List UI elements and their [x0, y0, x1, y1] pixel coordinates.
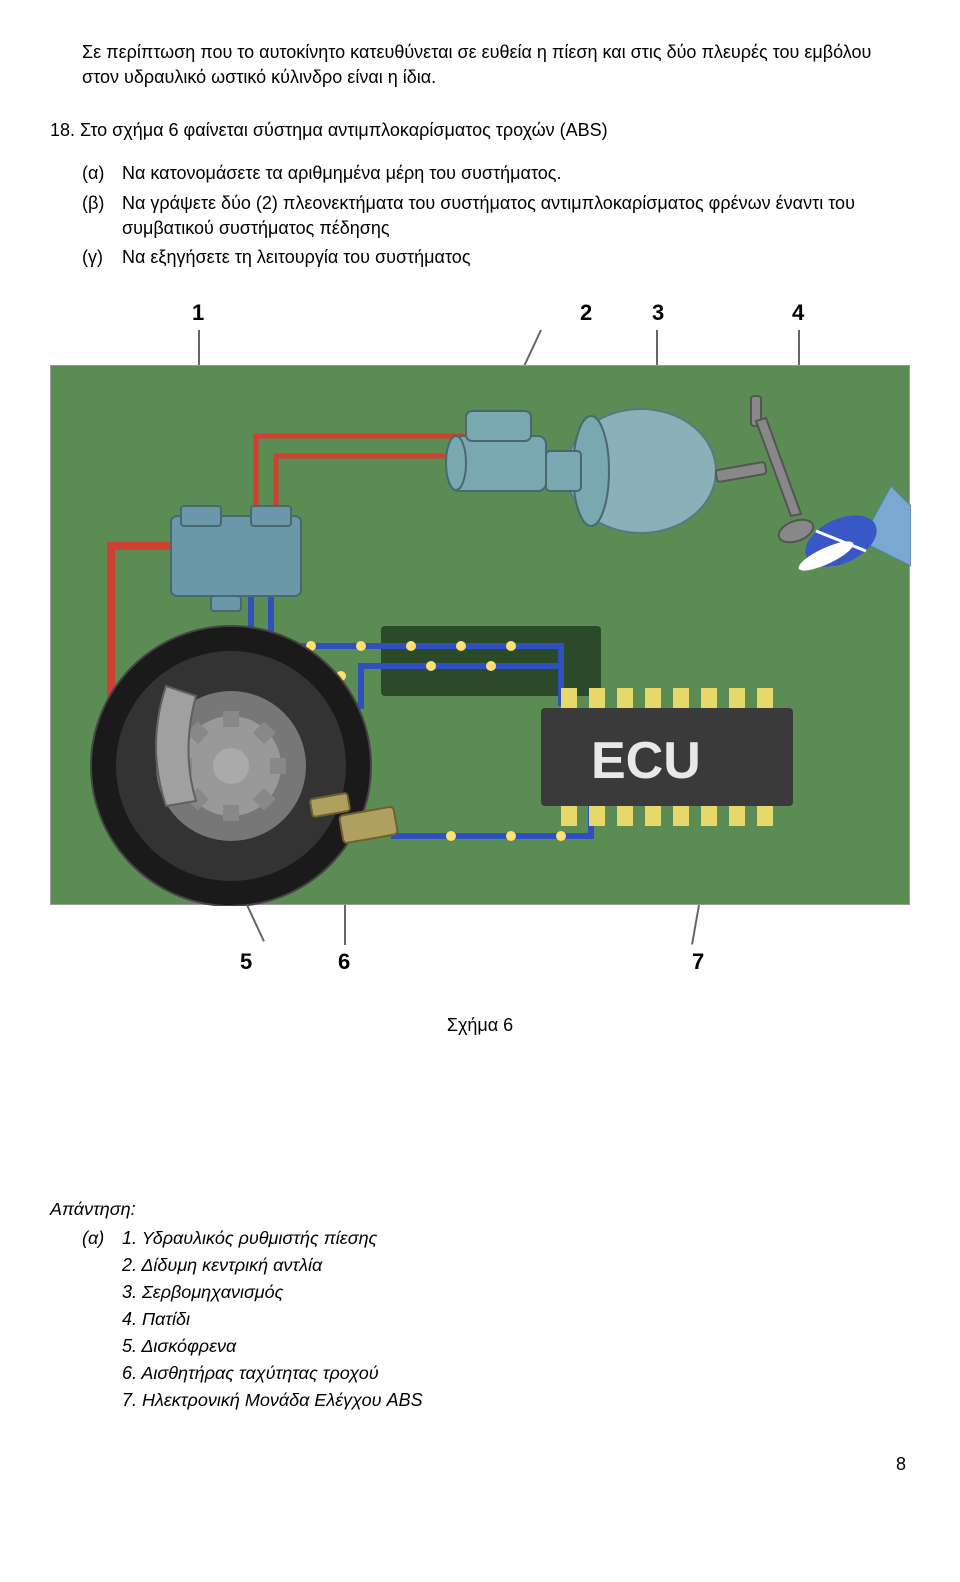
answer-header: Απάντηση:: [50, 1196, 910, 1223]
answer-section: Απάντηση: (α) 1. Υδραυλικός ρυθμιστής πί…: [50, 1196, 910, 1414]
answer-item-7: 7. Ηλεκτρονική Μονάδα Ελέγχου ABS: [122, 1387, 910, 1414]
answer-item-1: 1. Υδραυλικός ρυθμιστής πίεσης: [122, 1225, 910, 1252]
question-block: 18. Στο σχήμα 6 φαίνεται σύστημα αντιμπλ…: [50, 120, 910, 141]
diagram-label-4: 4: [792, 300, 804, 326]
sub-content-a: Να κατονομάσετε τα αριθμημένα μέρη του σ…: [122, 161, 910, 186]
answer-item-5: 5. Δισκόφρενα: [122, 1333, 910, 1360]
ecu-label: ECU: [591, 732, 701, 790]
diagram-label-3: 3: [652, 300, 664, 326]
diagram-label-5: 5: [240, 949, 252, 975]
diagram-label-7: 7: [692, 949, 704, 975]
intro-paragraph: Σε περίπτωση που το αυτοκίνητο κατευθύνε…: [50, 40, 910, 90]
sub-label-b: (β): [82, 191, 122, 241]
question-subitems: (α) Να κατονομάσετε τα αριθμημένα μέρη τ…: [50, 161, 910, 270]
answer-item-3: 3. Σερβομηχανισμός: [122, 1279, 910, 1306]
answer-label-a: (α): [82, 1225, 122, 1414]
sub-item-a: (α) Να κατονομάσετε τα αριθμημένα μέρη τ…: [82, 161, 910, 186]
sub-label-a: (α): [82, 161, 122, 186]
diagram-label-1: 1: [192, 300, 204, 326]
sub-item-b: (β) Να γράψετε δύο (2) πλεονεκτήματα του…: [82, 191, 910, 241]
figure-caption: Σχήμα 6: [50, 1015, 910, 1036]
question-number: 18.: [50, 120, 75, 140]
diagram-labels-top: 1 2 3 4: [50, 300, 910, 330]
sub-label-c: (γ): [82, 245, 122, 270]
sub-item-c: (γ) Να εξηγήσετε τη λειτουργία του συστή…: [82, 245, 910, 270]
diagram-label-6: 6: [338, 949, 350, 975]
sub-content-b: Να γράψετε δύο (2) πλεονεκτήματα του συσ…: [122, 191, 910, 241]
answer-list: 1. Υδραυλικός ρυθμιστής πίεσης 2. Δίδυμη…: [122, 1225, 910, 1414]
answer-item-4: 4. Πατίδι: [122, 1306, 910, 1333]
answer-items: (α) 1. Υδραυλικός ρυθμιστής πίεσης 2. Δί…: [50, 1225, 910, 1414]
diagram-label-2: 2: [580, 300, 592, 326]
answer-item-6: 6. Αισθητήρας ταχύτητας τροχού: [122, 1360, 910, 1387]
pointer-lines-top: [50, 330, 910, 365]
abs-diagram: ECU: [50, 365, 910, 905]
answer-item-2: 2. Δίδυμη κεντρική αντλία: [122, 1252, 910, 1279]
diagram-container: 1 2 3 4: [50, 300, 910, 1036]
question-text: Στο σχήμα 6 φαίνεται σύστημα αντιμπλοκαρ…: [80, 120, 608, 140]
diagram-labels-bottom: 5 6 7: [50, 905, 910, 975]
sub-content-c: Να εξηγήσετε τη λειτουργία του συστήματο…: [122, 245, 910, 270]
page-number: 8: [50, 1454, 910, 1475]
